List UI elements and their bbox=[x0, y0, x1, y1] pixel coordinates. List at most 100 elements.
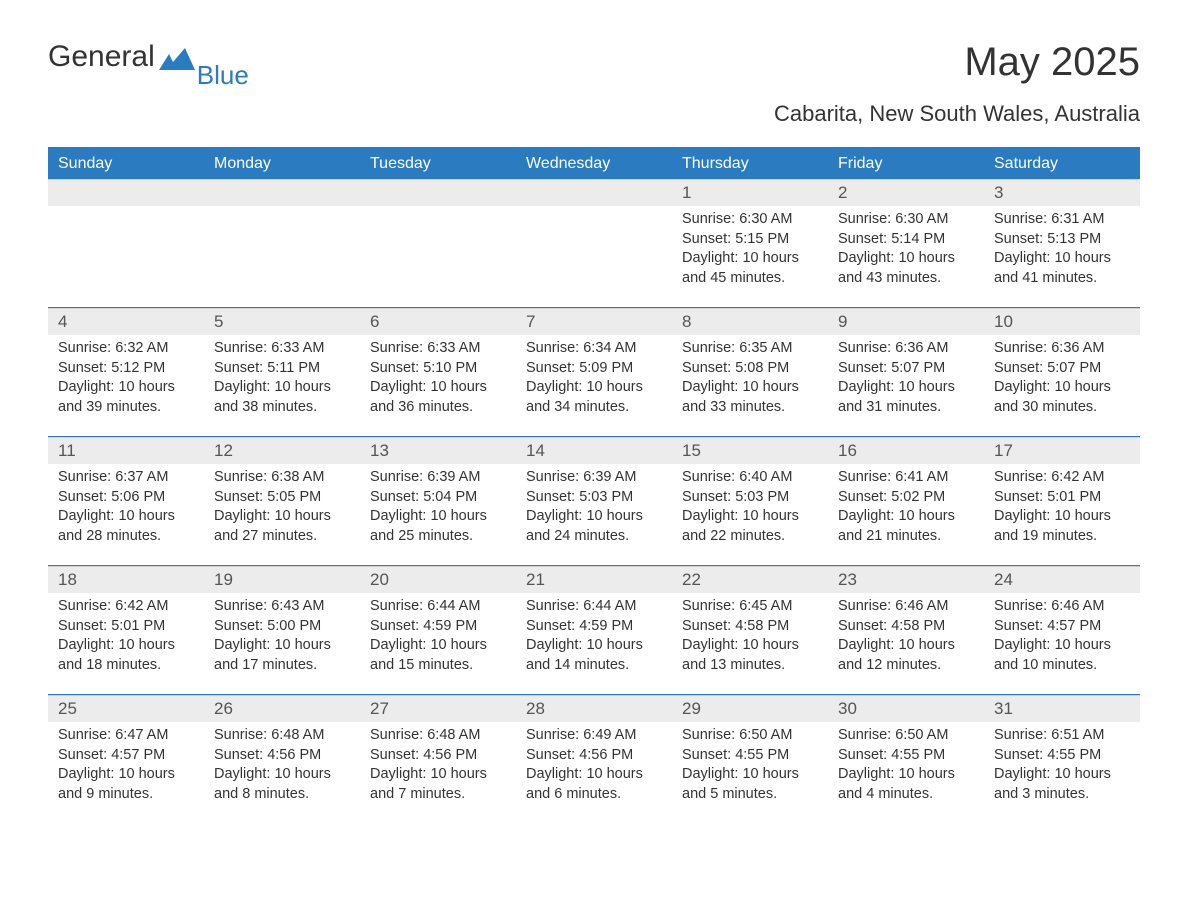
sunrise-line: Sunrise: 6:39 AM bbox=[526, 468, 662, 488]
day-cell: 3Sunrise: 6:31 AMSunset: 5:13 PMDaylight… bbox=[984, 179, 1140, 307]
sunrise-line: Sunrise: 6:48 AM bbox=[214, 726, 350, 746]
sunrise-line: Sunrise: 6:33 AM bbox=[214, 339, 350, 359]
sunrise-line: Sunrise: 6:42 AM bbox=[994, 468, 1130, 488]
day-number: 13 bbox=[360, 437, 516, 464]
sunset-line: Sunset: 5:04 PM bbox=[370, 488, 506, 508]
daylight-line: Daylight: 10 hours and 7 minutes. bbox=[370, 765, 506, 804]
daylight-line: Daylight: 10 hours and 22 minutes. bbox=[682, 507, 818, 546]
week-row: 18Sunrise: 6:42 AMSunset: 5:01 PMDayligh… bbox=[48, 565, 1140, 694]
dow-monday: Monday bbox=[204, 149, 360, 179]
day-body: Sunrise: 6:34 AMSunset: 5:09 PMDaylight:… bbox=[516, 335, 672, 417]
day-body: Sunrise: 6:51 AMSunset: 4:55 PMDaylight:… bbox=[984, 722, 1140, 804]
sunrise-line: Sunrise: 6:51 AM bbox=[994, 726, 1130, 746]
daylight-line: Daylight: 10 hours and 30 minutes. bbox=[994, 378, 1130, 417]
day-number: 7 bbox=[516, 308, 672, 335]
sunrise-line: Sunrise: 6:50 AM bbox=[838, 726, 974, 746]
day-body: Sunrise: 6:37 AMSunset: 5:06 PMDaylight:… bbox=[48, 464, 204, 546]
calendar: SundayMondayTuesdayWednesdayThursdayFrid… bbox=[48, 147, 1140, 823]
day-cell: 9Sunrise: 6:36 AMSunset: 5:07 PMDaylight… bbox=[828, 308, 984, 436]
sunrise-line: Sunrise: 6:41 AM bbox=[838, 468, 974, 488]
sunset-line: Sunset: 5:15 PM bbox=[682, 230, 818, 250]
day-number: 25 bbox=[48, 695, 204, 722]
day-cell: 16Sunrise: 6:41 AMSunset: 5:02 PMDayligh… bbox=[828, 437, 984, 565]
day-number: 11 bbox=[48, 437, 204, 464]
sunrise-line: Sunrise: 6:38 AM bbox=[214, 468, 350, 488]
sunrise-line: Sunrise: 6:39 AM bbox=[370, 468, 506, 488]
day-number: 12 bbox=[204, 437, 360, 464]
sunrise-line: Sunrise: 6:30 AM bbox=[682, 210, 818, 230]
day-body: Sunrise: 6:50 AMSunset: 4:55 PMDaylight:… bbox=[828, 722, 984, 804]
day-number bbox=[516, 179, 672, 206]
day-body: Sunrise: 6:40 AMSunset: 5:03 PMDaylight:… bbox=[672, 464, 828, 546]
sunset-line: Sunset: 5:08 PM bbox=[682, 359, 818, 379]
sunset-line: Sunset: 4:57 PM bbox=[994, 617, 1130, 637]
daylight-line: Daylight: 10 hours and 39 minutes. bbox=[58, 378, 194, 417]
sunrise-line: Sunrise: 6:46 AM bbox=[994, 597, 1130, 617]
daylight-line: Daylight: 10 hours and 10 minutes. bbox=[994, 636, 1130, 675]
sunrise-line: Sunrise: 6:36 AM bbox=[838, 339, 974, 359]
day-number: 26 bbox=[204, 695, 360, 722]
dow-thursday: Thursday bbox=[672, 149, 828, 179]
day-body: Sunrise: 6:45 AMSunset: 4:58 PMDaylight:… bbox=[672, 593, 828, 675]
day-number: 24 bbox=[984, 566, 1140, 593]
daylight-line: Daylight: 10 hours and 31 minutes. bbox=[838, 378, 974, 417]
brand-flag-icon bbox=[159, 48, 195, 72]
day-number: 27 bbox=[360, 695, 516, 722]
day-of-week-row: SundayMondayTuesdayWednesdayThursdayFrid… bbox=[48, 149, 1140, 179]
day-body: Sunrise: 6:46 AMSunset: 4:58 PMDaylight:… bbox=[828, 593, 984, 675]
day-number: 8 bbox=[672, 308, 828, 335]
day-cell: 26Sunrise: 6:48 AMSunset: 4:56 PMDayligh… bbox=[204, 695, 360, 823]
day-number: 9 bbox=[828, 308, 984, 335]
sunset-line: Sunset: 5:07 PM bbox=[838, 359, 974, 379]
day-body: Sunrise: 6:42 AMSunset: 5:01 PMDaylight:… bbox=[48, 593, 204, 675]
day-cell: 21Sunrise: 6:44 AMSunset: 4:59 PMDayligh… bbox=[516, 566, 672, 694]
brand-text-blue: Blue bbox=[197, 60, 249, 91]
sunrise-line: Sunrise: 6:37 AM bbox=[58, 468, 194, 488]
day-cell: 24Sunrise: 6:46 AMSunset: 4:57 PMDayligh… bbox=[984, 566, 1140, 694]
daylight-line: Daylight: 10 hours and 3 minutes. bbox=[994, 765, 1130, 804]
sunset-line: Sunset: 4:59 PM bbox=[370, 617, 506, 637]
day-cell bbox=[516, 179, 672, 307]
sunset-line: Sunset: 5:05 PM bbox=[214, 488, 350, 508]
day-number: 17 bbox=[984, 437, 1140, 464]
daylight-line: Daylight: 10 hours and 15 minutes. bbox=[370, 636, 506, 675]
day-number: 16 bbox=[828, 437, 984, 464]
day-cell: 6Sunrise: 6:33 AMSunset: 5:10 PMDaylight… bbox=[360, 308, 516, 436]
day-cell: 20Sunrise: 6:44 AMSunset: 4:59 PMDayligh… bbox=[360, 566, 516, 694]
sunrise-line: Sunrise: 6:35 AM bbox=[682, 339, 818, 359]
day-number: 4 bbox=[48, 308, 204, 335]
day-cell: 4Sunrise: 6:32 AMSunset: 5:12 PMDaylight… bbox=[48, 308, 204, 436]
day-body: Sunrise: 6:47 AMSunset: 4:57 PMDaylight:… bbox=[48, 722, 204, 804]
day-body: Sunrise: 6:46 AMSunset: 4:57 PMDaylight:… bbox=[984, 593, 1140, 675]
day-cell: 22Sunrise: 6:45 AMSunset: 4:58 PMDayligh… bbox=[672, 566, 828, 694]
day-number: 22 bbox=[672, 566, 828, 593]
week-row: 11Sunrise: 6:37 AMSunset: 5:06 PMDayligh… bbox=[48, 436, 1140, 565]
daylight-line: Daylight: 10 hours and 36 minutes. bbox=[370, 378, 506, 417]
daylight-line: Daylight: 10 hours and 9 minutes. bbox=[58, 765, 194, 804]
day-number: 1 bbox=[672, 179, 828, 206]
day-body: Sunrise: 6:36 AMSunset: 5:07 PMDaylight:… bbox=[828, 335, 984, 417]
day-cell: 17Sunrise: 6:42 AMSunset: 5:01 PMDayligh… bbox=[984, 437, 1140, 565]
daylight-line: Daylight: 10 hours and 27 minutes. bbox=[214, 507, 350, 546]
day-number: 5 bbox=[204, 308, 360, 335]
dow-friday: Friday bbox=[828, 149, 984, 179]
sunset-line: Sunset: 4:55 PM bbox=[838, 746, 974, 766]
daylight-line: Daylight: 10 hours and 24 minutes. bbox=[526, 507, 662, 546]
location-subtitle: Cabarita, New South Wales, Australia bbox=[774, 101, 1140, 127]
weeks-container: 1 Sunrise: 6:30 AMSunset: 5:15 PM Daylight… bbox=[48, 179, 1140, 823]
brand-logo: General Blue bbox=[48, 40, 249, 91]
day-body: Sunrise: 6:43 AMSunset: 5:00 PMDaylight:… bbox=[204, 593, 360, 675]
day-cell: 13Sunrise: 6:39 AMSunset: 5:04 PMDayligh… bbox=[360, 437, 516, 565]
day-number: 20 bbox=[360, 566, 516, 593]
sunset-line: Sunset: 5:10 PM bbox=[370, 359, 506, 379]
sunset-line: Sunset: 5:14 PM bbox=[838, 230, 974, 250]
day-cell: 29Sunrise: 6:50 AMSunset: 4:55 PMDayligh… bbox=[672, 695, 828, 823]
day-cell: 18Sunrise: 6:42 AMSunset: 5:01 PMDayligh… bbox=[48, 566, 204, 694]
day-body: Sunrise: 6:44 AMSunset: 4:59 PMDaylight:… bbox=[360, 593, 516, 675]
week-row: 4Sunrise: 6:32 AMSunset: 5:12 PMDaylight… bbox=[48, 307, 1140, 436]
sunset-line: Sunset: 4:58 PM bbox=[838, 617, 974, 637]
day-cell: 15Sunrise: 6:40 AMSunset: 5:03 PMDayligh… bbox=[672, 437, 828, 565]
sunrise-line: Sunrise: 6:42 AM bbox=[58, 597, 194, 617]
dow-tuesday: Tuesday bbox=[360, 149, 516, 179]
brand-text-general: General bbox=[48, 40, 155, 74]
